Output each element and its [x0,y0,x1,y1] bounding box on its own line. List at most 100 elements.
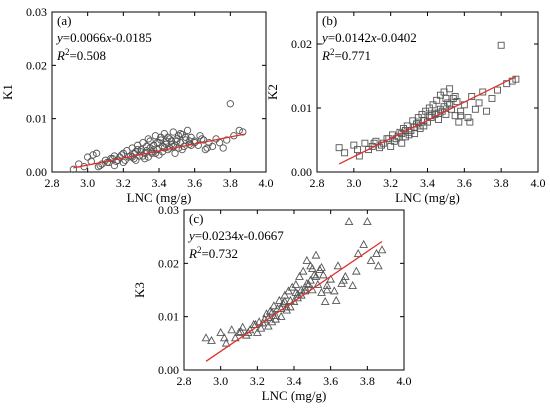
data-point [252,327,262,336]
data-point [110,161,119,170]
data-point [174,132,183,140]
panel-label: (c) [189,211,203,226]
data-point [160,144,169,152]
x-tick-label: 4.0 [397,374,412,388]
data-point [295,271,304,280]
data-point [475,99,483,107]
y-tick-label: 0.03 [26,5,47,19]
data-point [466,118,474,126]
data-point [221,338,231,347]
x-tick-label: 3.0 [80,176,95,190]
data-point [169,128,177,136]
data-point [494,86,501,94]
data-point [451,93,459,100]
r-squared: R2=0.732 [188,245,238,261]
y-axis-title: K2 [265,84,280,100]
data-point [373,261,383,270]
r2-superscript: 2 [65,47,70,57]
data-point [267,307,277,316]
x-axis-title: LNC (mg/g) [262,388,327,403]
data-point [320,296,330,305]
data-point [265,306,275,315]
data-point [234,327,244,336]
data-point [359,239,369,248]
y-tick-label: 0.01 [158,310,179,324]
data-point [300,282,310,291]
y-tick-label: 0.00 [291,165,312,179]
data-point [291,287,301,296]
data-point [219,144,227,152]
data-point [444,99,452,107]
panel-3: 2.8 3.0 3.2 3.4 3.6 3.8 4.0 0.00 0.01 0.02 0.03 LNC… [132,203,412,403]
data-point [167,140,176,148]
data-point [311,271,321,280]
data-point [488,94,496,102]
data-point [442,94,450,102]
regression-line [73,133,245,169]
data-point [216,327,226,336]
equation-y: y [187,228,195,243]
panel-1: 2.8 3.0 3.2 3.4 3.6 3.8 4.0 0.00 0.01 0.02 0.03 LNC… [0,5,274,205]
x-tick-label: 3.8 [223,176,238,190]
data-point [440,103,448,111]
regression-equation: y=0.0066x-0.0185 [55,30,152,45]
data-point [331,295,341,304]
data-point [274,295,284,304]
panel-label: (b) [322,13,337,28]
data-point [185,137,193,145]
x-tick-label: 2.8 [310,176,325,190]
data-point [293,289,303,298]
x-tick-label: 3.0 [213,374,228,388]
data-point [446,101,454,109]
r2-superscript: 2 [197,245,202,255]
data-point [350,141,358,149]
data-point [144,135,152,143]
data-point [329,286,339,295]
x-tick-label: 3.6 [457,176,472,190]
data-point [132,156,140,164]
data-point [235,126,243,135]
r-squared: R2=0.771 [321,47,371,63]
regression-equation: y=0.0142x-0.0402 [320,30,417,45]
data-point [322,280,332,289]
data-point [512,75,520,83]
data-point [302,255,312,264]
data-point [223,136,231,144]
panel-2: 2.8 3.0 3.2 3.4 3.6 3.8 4.0 0.00 0.01 0.02 LNC (mg… [265,11,546,205]
data-point [377,245,387,254]
data-point [457,112,465,120]
data-point [155,151,163,159]
y-tick-label: 0.01 [26,112,47,126]
data-point [362,216,372,225]
data-point [457,107,465,115]
data-point [471,105,479,113]
data-point [366,255,376,264]
r2-symbol: R [188,246,197,261]
data-point [385,135,393,143]
data-point [89,151,97,159]
data-point [451,112,459,120]
equation-slope: =0.0234 [195,228,239,243]
data-point [333,261,343,270]
data-point [238,322,248,331]
data-point [207,335,216,344]
equation-y: y [320,30,328,45]
data-point [269,301,279,310]
data-point [236,326,246,335]
data-point [133,145,142,154]
y-tick-label: 0.03 [158,203,179,217]
data-point [446,85,454,93]
data-point [282,302,292,311]
data-point [307,263,317,272]
regression-line [338,76,517,165]
data-point [318,270,328,279]
equation-slope: =0.0142 [328,30,371,45]
r2-symbol: R [321,48,330,63]
equation-intercept: -0.0667 [244,228,285,243]
data-point [317,262,326,271]
data-point [69,165,78,173]
data-point [429,101,437,109]
x-tick-label: 2.8 [177,374,192,388]
data-point [227,325,237,334]
x-tick-label: 4.0 [531,176,546,190]
